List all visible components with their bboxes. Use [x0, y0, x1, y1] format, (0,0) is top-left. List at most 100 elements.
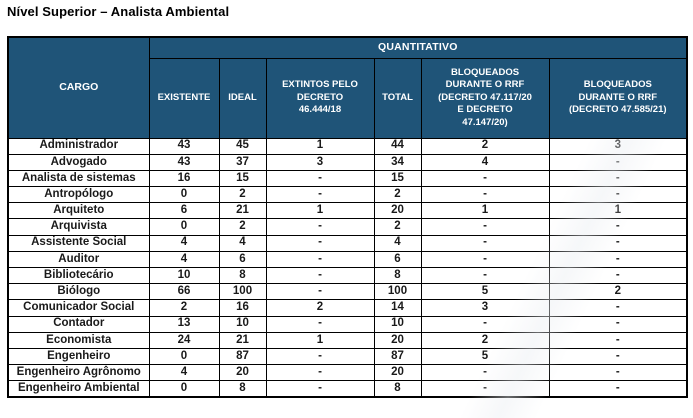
column-header-existente: EXISTENTE	[148, 57, 220, 139]
quantitative-table: CARGO QUANTITATIVO EXISTENTE IDEAL EXTIN…	[7, 36, 689, 398]
value-cell: 20	[373, 331, 422, 349]
cargo-cell: Bibliotecário	[7, 266, 150, 285]
page-title: Nível Superior – Analista Ambiental	[7, 4, 230, 19]
table-row: Auditor 4 6-6- -	[7, 250, 688, 269]
table-header: CARGO QUANTITATIVO EXISTENTE IDEAL EXTIN…	[7, 36, 688, 139]
cargo-cell: Assistente Social	[7, 234, 150, 252]
group-header-quantitativo: QUANTITATIVO	[148, 36, 688, 59]
value-cell: 0	[148, 218, 220, 236]
value-cell: 0	[148, 380, 220, 398]
value-cell: -	[548, 266, 688, 285]
value-cell: 2	[373, 186, 422, 204]
value-cell: 2	[420, 331, 550, 349]
value-cell: 2	[265, 299, 375, 317]
value-cell: 3	[265, 153, 375, 171]
value-cell: 2	[148, 299, 220, 317]
value-cell: 16	[218, 299, 267, 317]
value-cell: 2	[373, 218, 422, 236]
value-cell: 2	[420, 137, 550, 155]
value-cell: 2	[548, 283, 688, 301]
value-cell: 6	[373, 250, 422, 269]
value-cell: 3	[548, 137, 688, 155]
value-cell: 8	[373, 380, 422, 398]
value-cell: -	[548, 250, 688, 269]
value-cell: 5	[420, 283, 550, 301]
value-cell: 1	[265, 331, 375, 349]
value-cell: -	[548, 315, 688, 333]
value-cell: 16	[148, 169, 220, 188]
column-header-bloqueados-rrf-1: BLOQUEADOS DURANTE O RRF (DECRETO 47.117…	[420, 57, 550, 139]
cargo-cell: Antropólogo	[7, 186, 150, 204]
value-cell: -	[265, 169, 375, 188]
value-cell: -	[420, 250, 550, 269]
value-cell: 2	[218, 218, 267, 236]
value-cell: 100	[373, 283, 422, 301]
value-cell: 6	[148, 202, 220, 220]
value-cell: 6	[218, 250, 267, 269]
value-cell: -	[420, 315, 550, 333]
table-row: Bibliotecário 10 8-8- -	[7, 266, 688, 285]
value-cell: 24	[148, 331, 220, 349]
value-cell: -	[548, 218, 688, 236]
value-cell: 1	[548, 202, 688, 220]
value-cell: 21	[218, 202, 267, 220]
value-cell: -	[420, 186, 550, 204]
table-row: Advogado 43 37 3 34 4-	[7, 153, 688, 171]
value-cell: 4	[420, 153, 550, 171]
value-cell: -	[548, 153, 688, 171]
cargo-cell: Analista de sistemas	[7, 169, 150, 188]
value-cell: 13	[148, 315, 220, 333]
value-cell: 34	[373, 153, 422, 171]
value-cell: 45	[218, 137, 267, 155]
column-header-row: EXISTENTE IDEAL EXTINTOS PELO DECRETO 46…	[8, 57, 688, 139]
value-cell: 15	[218, 169, 267, 188]
value-cell: 37	[218, 153, 267, 171]
table-row: Arquivista 0 2-2- -	[7, 218, 688, 236]
value-cell: 10	[148, 266, 220, 285]
table-row: Antropólogo 0 2-2- -	[7, 186, 688, 204]
value-cell: 5	[420, 347, 550, 366]
table-body: Administrador 43 45 1 44 2 3 Advogado 43 37 3 34 4- A…	[7, 137, 688, 398]
value-cell: 8	[218, 266, 267, 285]
value-cell: -	[420, 169, 550, 188]
value-cell: 1	[265, 137, 375, 155]
value-cell: 8	[373, 266, 422, 285]
group-header-row: CARGO QUANTITATIVO	[7, 36, 688, 139]
value-cell: 4	[218, 234, 267, 252]
value-cell: -	[420, 266, 550, 285]
value-cell: -	[265, 218, 375, 236]
value-cell: 1	[265, 202, 375, 220]
value-cell: -	[420, 218, 550, 236]
value-cell: -	[265, 283, 375, 301]
cargo-cell: Biólogo	[7, 283, 150, 301]
table-row: Biólogo 66 100-100 5 2	[7, 283, 688, 301]
cargo-cell: Administrador	[7, 137, 150, 155]
value-cell: 20	[373, 202, 422, 220]
cargo-cell: Auditor	[7, 250, 150, 269]
value-cell: -	[265, 364, 375, 382]
value-cell: -	[265, 186, 375, 204]
table-row: Economista 24 21 1 20 2-	[7, 331, 688, 349]
value-cell: 21	[218, 331, 267, 349]
value-cell: -	[548, 380, 688, 398]
cargo-cell: Arquivista	[7, 218, 150, 236]
value-cell: -	[420, 364, 550, 382]
value-cell: 14	[373, 299, 422, 317]
column-header-ideal: IDEAL	[218, 57, 267, 139]
cargo-cell: Contador	[7, 315, 150, 333]
value-cell: 10	[373, 315, 422, 333]
value-cell: -	[265, 380, 375, 398]
column-header-extintos-decreto: EXTINTOS PELO DECRETO 46.444/18	[265, 57, 375, 139]
column-header-bloqueados-rrf-2: BLOQUEADOS DURANTE O RRF (DECRETO 47.585…	[548, 57, 688, 139]
value-cell: -	[265, 347, 375, 366]
cargo-cell: Engenheiro Ambiental	[7, 380, 150, 398]
value-cell: -	[265, 234, 375, 252]
value-cell: 4	[373, 234, 422, 252]
value-cell: -	[548, 347, 688, 366]
value-cell: 87	[373, 347, 422, 366]
value-cell: 1	[420, 202, 550, 220]
value-cell: 0	[148, 186, 220, 204]
value-cell: 43	[148, 153, 220, 171]
value-cell: 10	[218, 315, 267, 333]
